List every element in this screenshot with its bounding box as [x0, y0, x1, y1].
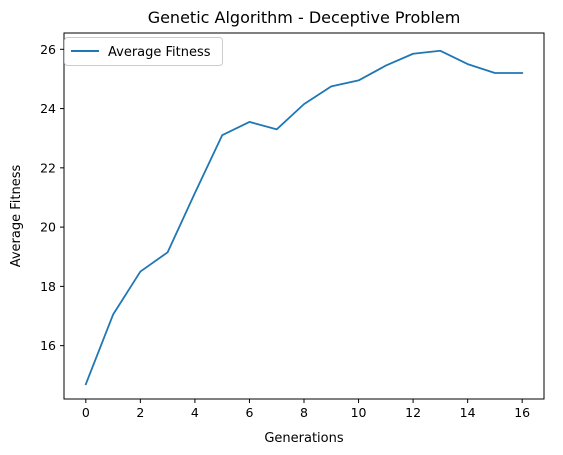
series-layer — [84, 49, 524, 386]
x-tick-label: 4 — [191, 405, 199, 420]
x-tick-label: 14 — [460, 405, 476, 420]
y-axis: 16 18 20 22 24 26 — [40, 42, 64, 353]
legend-label: Average Fitness — [108, 45, 211, 60]
y-tick-label: 20 — [40, 220, 56, 235]
y-axis-label: Average Fitness — [9, 165, 24, 268]
chart-title: Genetic Algorithm - Deceptive Problem — [148, 8, 461, 27]
legend-box — [64, 37, 223, 66]
legend: Average Fitness — [64, 37, 223, 66]
x-tick-label: 16 — [514, 405, 530, 420]
x-axis: 0 2 4 6 8 10 12 14 16 — [82, 399, 530, 420]
x-tick-label: 6 — [245, 405, 253, 420]
y-tick-label: 22 — [40, 160, 56, 175]
x-tick-label: 10 — [351, 405, 367, 420]
x-tick-label: 0 — [82, 405, 90, 420]
y-tick-label: 16 — [40, 338, 56, 353]
y-tick-label: 18 — [40, 279, 56, 294]
plot-frame — [63, 32, 545, 400]
x-axis-label: Generations — [264, 431, 344, 446]
y-tick-label: 24 — [40, 101, 56, 116]
x-tick-label: 8 — [300, 405, 308, 420]
series-line-average-fitness — [84, 49, 524, 386]
x-tick-label: 12 — [405, 405, 421, 420]
x-tick-label: 2 — [136, 405, 144, 420]
y-tick-label: 26 — [40, 42, 56, 57]
